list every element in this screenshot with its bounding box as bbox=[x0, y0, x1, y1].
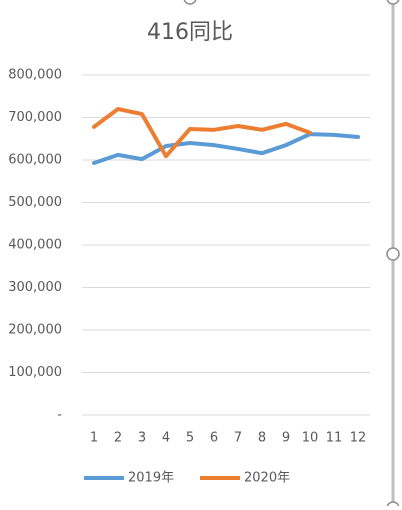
y-tick-label: 400,000 bbox=[8, 238, 62, 253]
y-tick-label: 500,000 bbox=[8, 195, 62, 210]
legend-label: 2020年 bbox=[244, 471, 290, 486]
y-tick-label: 100,000 bbox=[8, 365, 62, 380]
x-tick-label: 2 bbox=[114, 431, 122, 446]
y-tick-label: - bbox=[57, 408, 62, 423]
x-tick-label: 9 bbox=[282, 431, 290, 446]
y-tick-label: 800,000 bbox=[8, 68, 62, 83]
legend-label: 2019年 bbox=[128, 471, 174, 486]
y-tick-label: 200,000 bbox=[8, 323, 62, 338]
x-tick-label: 8 bbox=[258, 431, 266, 446]
x-tick-label: 4 bbox=[162, 431, 170, 446]
x-tick-label: 7 bbox=[234, 431, 242, 446]
y-tick-label: 600,000 bbox=[8, 153, 62, 168]
x-tick-label: 3 bbox=[138, 431, 146, 446]
resize-handle[interactable] bbox=[386, 501, 400, 510]
x-tick-label: 11 bbox=[326, 431, 343, 446]
chart-title: 416同比 bbox=[147, 20, 233, 45]
x-tick-label: 10 bbox=[302, 431, 319, 446]
x-tick-label: 6 bbox=[210, 431, 218, 446]
y-tick-label: 300,000 bbox=[8, 280, 62, 295]
resize-handle[interactable] bbox=[183, 0, 197, 5]
x-tick-label: 12 bbox=[350, 431, 367, 446]
x-tick-label: 1 bbox=[90, 431, 98, 446]
series-line bbox=[92, 132, 360, 165]
resize-handle[interactable] bbox=[386, 0, 400, 5]
resize-handle[interactable] bbox=[386, 247, 400, 261]
x-tick-label: 5 bbox=[186, 431, 194, 446]
series-line bbox=[92, 107, 312, 159]
y-tick-label: 700,000 bbox=[8, 110, 62, 125]
